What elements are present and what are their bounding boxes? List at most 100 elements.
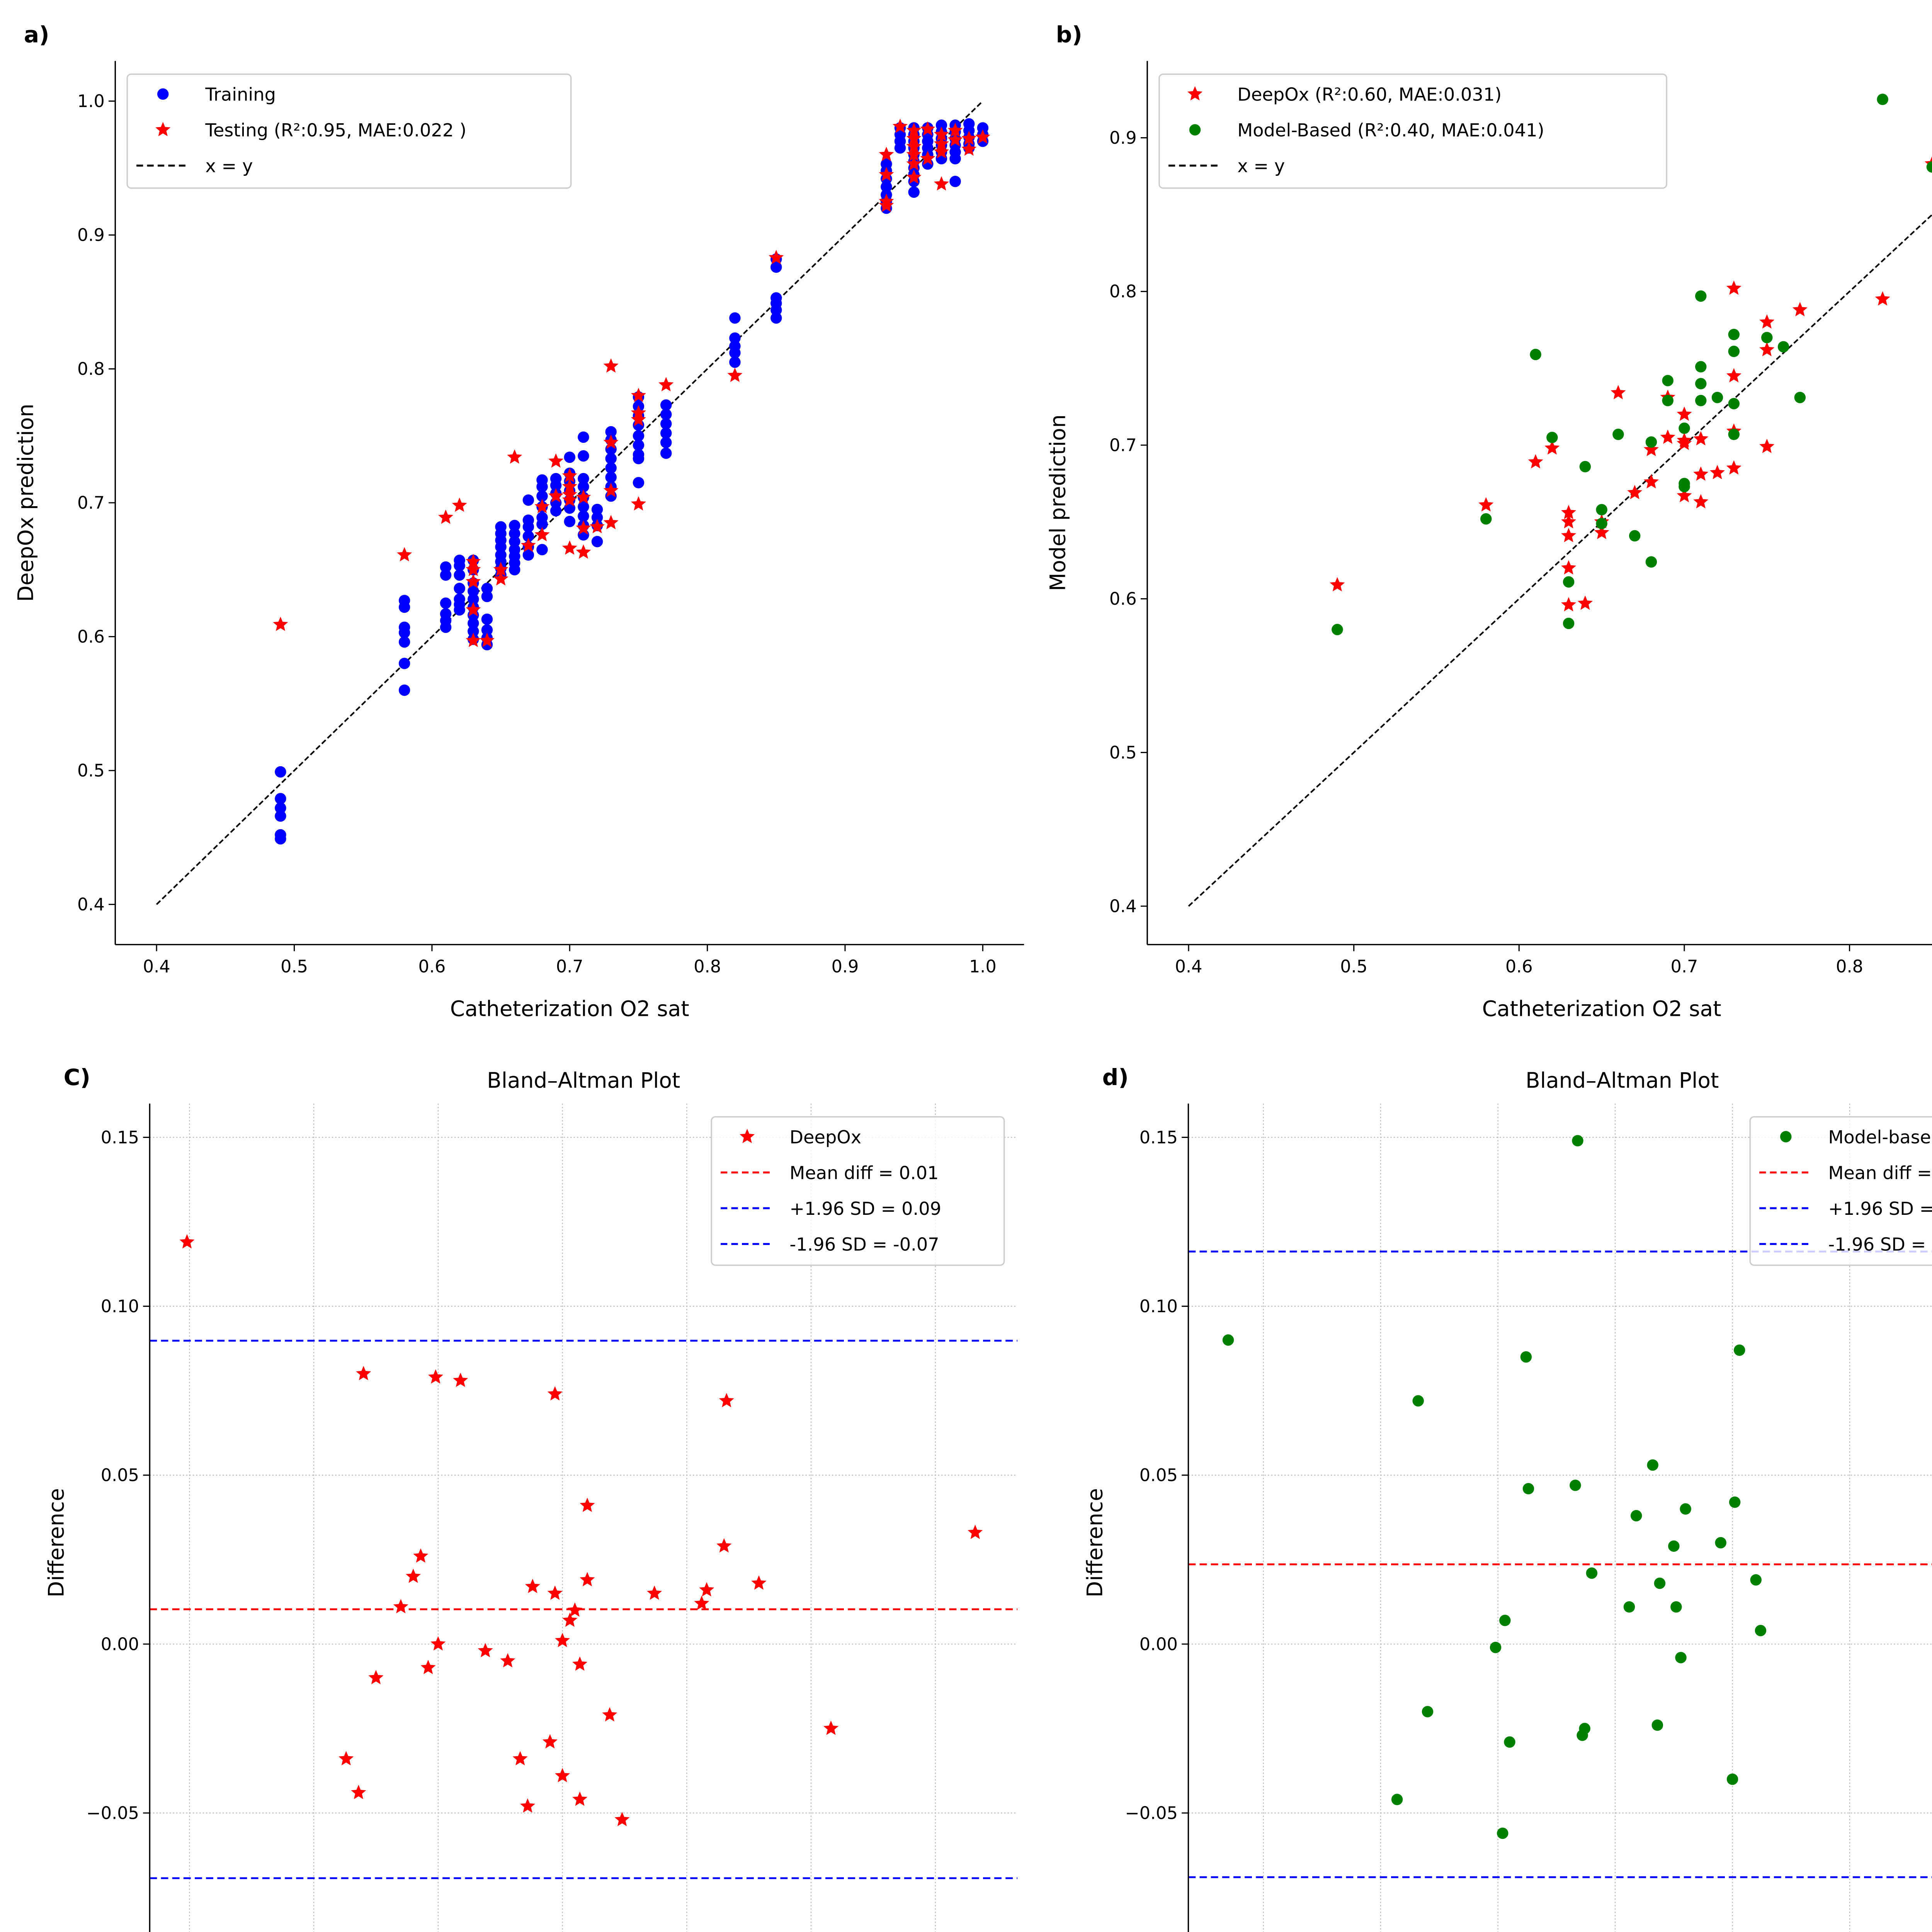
data-point — [660, 437, 672, 448]
data-point — [1759, 314, 1775, 329]
data-point — [509, 536, 520, 548]
legend-label: -1.96 SD = -0.07 — [1828, 1234, 1932, 1255]
y-tick-label: 0.7 — [1109, 435, 1137, 455]
data-point — [1412, 1395, 1424, 1407]
legend-item: +1.96 SD = 0.09 — [721, 1198, 941, 1219]
data-point — [968, 1524, 983, 1539]
data-point — [1563, 576, 1575, 588]
data-point — [660, 447, 672, 459]
data-point — [1759, 342, 1775, 357]
data-point — [1623, 1601, 1635, 1613]
data-point — [420, 1660, 436, 1674]
data-point — [729, 356, 741, 368]
y-tick-label: 1.0 — [77, 91, 105, 111]
data-point — [751, 1575, 767, 1590]
data-point — [454, 583, 465, 594]
data-point — [1759, 439, 1775, 453]
y-tick-label: 0.9 — [77, 225, 105, 245]
data-point — [275, 802, 286, 814]
data-point — [1726, 280, 1742, 295]
data-point — [590, 519, 605, 534]
data-point — [522, 494, 534, 506]
data-point — [658, 377, 674, 391]
plot-area — [150, 1234, 1018, 1879]
legend-item: -1.96 SD = -0.07 — [1759, 1234, 1932, 1255]
chart-title: Bland–Altman Plot — [1526, 1068, 1719, 1093]
y-tick-label: 0.9 — [1109, 128, 1137, 148]
data-point — [1579, 461, 1591, 473]
data-point — [614, 1811, 630, 1827]
data-point — [520, 537, 536, 552]
y-axis-label: Difference — [1083, 1488, 1107, 1597]
x-tick-label: 0.5 — [281, 957, 308, 977]
x-tick-label: 1.0 — [969, 957, 997, 977]
legend-item: x = y — [136, 156, 253, 177]
legend-item: Testing (R²:0.95, MAE:0.022 ) — [155, 120, 466, 141]
data-point — [1478, 497, 1494, 512]
legend-item: -1.96 SD = -0.07 — [721, 1234, 939, 1255]
legend-label: Mean diff = 0.02 — [1828, 1162, 1932, 1183]
data-point — [770, 304, 782, 316]
data-point — [454, 560, 465, 571]
data-point — [1677, 406, 1692, 421]
data-point — [428, 1369, 443, 1384]
data-point — [1670, 1601, 1682, 1613]
series-deepox — [1330, 156, 1932, 612]
data-point — [398, 684, 410, 696]
data-point — [398, 658, 410, 669]
data-point — [1561, 528, 1577, 543]
data-point — [536, 490, 548, 502]
data-point — [481, 613, 493, 625]
data-point — [562, 1612, 578, 1627]
data-point — [631, 388, 646, 402]
data-point — [906, 156, 922, 171]
data-point — [893, 118, 908, 133]
data-point — [547, 1386, 563, 1401]
data-point — [1794, 391, 1806, 403]
x-axis-label: Catheterization O2 sat — [1482, 997, 1721, 1021]
data-point — [1544, 440, 1560, 455]
data-point — [550, 480, 562, 491]
data-point — [572, 1791, 588, 1806]
legend-label: x = y — [205, 156, 253, 177]
x-tick-label: 0.4 — [1175, 957, 1202, 977]
data-point — [660, 408, 672, 420]
y-tick-label: 0.8 — [77, 359, 105, 379]
data-point — [633, 453, 645, 464]
data-point — [881, 181, 892, 193]
series-model-based — [1222, 1135, 1767, 1839]
data-point — [716, 1538, 732, 1553]
data-point — [576, 489, 591, 504]
data-point — [1528, 454, 1543, 469]
legend-frame — [126, 73, 572, 189]
y-tick-label: 0.6 — [1109, 589, 1137, 609]
data-point — [562, 492, 577, 507]
legend-marker-icon — [740, 1129, 755, 1143]
data-point — [466, 633, 481, 647]
data-point — [603, 434, 619, 449]
data-point — [179, 1234, 195, 1249]
data-point — [1728, 345, 1740, 357]
legend-marker-icon — [1189, 124, 1201, 136]
series-training — [275, 118, 989, 845]
data-point — [578, 431, 589, 443]
data-point — [605, 426, 617, 438]
data-point — [1596, 518, 1607, 529]
data-point — [273, 616, 288, 631]
data-point — [1530, 349, 1541, 361]
panel-label: a) — [24, 22, 49, 48]
data-point — [1693, 466, 1709, 481]
data-point — [468, 617, 479, 629]
data-point — [1726, 460, 1742, 475]
data-point — [1561, 597, 1577, 612]
data-point — [578, 481, 589, 493]
data-point — [879, 146, 894, 161]
y-axis-label: Difference — [44, 1488, 69, 1597]
data-point — [481, 624, 493, 636]
data-point — [934, 176, 949, 191]
data-point — [591, 536, 603, 548]
data-point — [466, 602, 481, 616]
data-point — [522, 531, 534, 542]
data-point — [564, 451, 576, 463]
